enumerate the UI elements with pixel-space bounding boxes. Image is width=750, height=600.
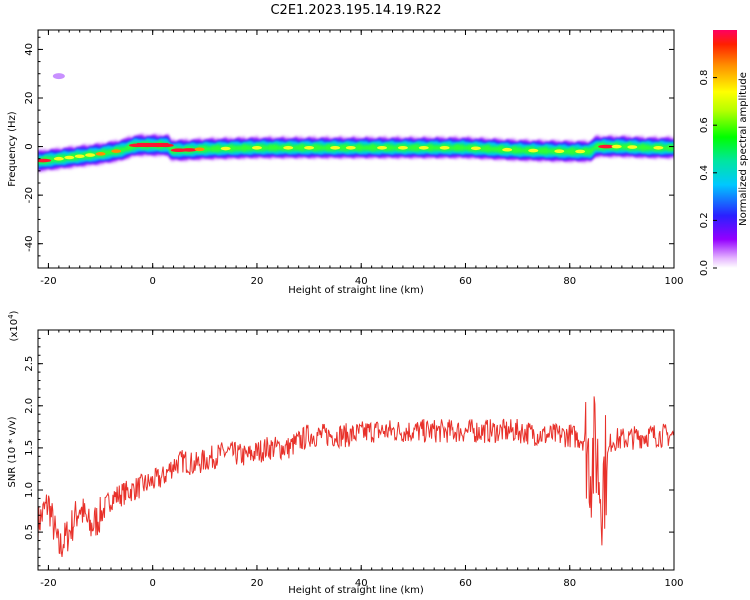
snr-ylabel: SNR (10 * v/v) — [7, 416, 18, 487]
ridge-hotspot — [251, 145, 262, 150]
ridge-band — [38, 139, 674, 166]
colorbar-tick-label: 0.2 — [699, 212, 710, 228]
spectrogram-y-ticks: -40 -20 0 20 40 — [24, 36, 674, 269]
spectrogram-xtick-label: 80 — [563, 276, 576, 287]
snr-xtick-label: 100 — [664, 578, 683, 589]
isolated-feature — [52, 73, 65, 80]
spectrogram-ylabel: Frequency (Hz) — [7, 111, 18, 187]
spectral-ridge — [38, 73, 674, 173]
spectrogram-panel: -20 0 20 40 60 80 100 -40 -20 0 20 40 Height of st… — [7, 29, 684, 296]
spectrogram-xtick-label: 40 — [355, 276, 368, 287]
snr-frame — [37, 329, 675, 571]
snr-ytick-label: 1.5 — [24, 440, 35, 456]
snr-y-ticks: 0.5 1.0 1.5 2.0 2.5 — [24, 337, 674, 567]
snr-x-ticks: -20 0 20 40 60 80 100 — [37, 330, 684, 589]
colorbar-tick-label: 0.0 — [699, 260, 710, 276]
colorbar: 0.0 0.2 0.4 0.6 0.8 Normalized spectral ampl… — [699, 30, 749, 276]
ridge-hotspot — [304, 145, 315, 150]
ridge-hotspot — [181, 148, 198, 152]
ridge-hotspot — [220, 146, 231, 151]
snr-xtick-label: 0 — [150, 578, 156, 589]
spectrogram-xtick-label: 0 — [150, 276, 156, 287]
ridge-hotspot — [111, 149, 122, 153]
snr-xtick-label: 40 — [355, 578, 368, 589]
colorbar-label: Normalized spectral amplitude — [738, 72, 749, 226]
colorbar-tick-label: 0.4 — [699, 165, 710, 181]
ridge-band — [38, 141, 674, 164]
ridge-hotspot — [397, 145, 408, 150]
snr-xlabel: Height of straight line (km) — [288, 585, 424, 596]
snr-xtick-label: 20 — [251, 578, 264, 589]
ridge-hotspot — [194, 147, 205, 152]
snr-xtick-label: -20 — [40, 578, 56, 589]
ridge-hotspot — [502, 147, 513, 152]
snr-ytick-label: 2.0 — [24, 398, 35, 414]
ridge-hotspot — [418, 145, 429, 150]
spectrogram-ytick-label: 40 — [24, 43, 35, 56]
ridge-hotspot — [627, 145, 638, 149]
snr-multiplier: (x104) — [7, 310, 20, 341]
ridge-hotspot — [554, 149, 565, 153]
snr-series-line — [38, 396, 674, 557]
colorbar-tick-label: 0.6 — [699, 117, 710, 133]
snr-ytick-label: 1.0 — [24, 482, 35, 498]
figure-title: C2E1.2023.195.14.19.R22 — [270, 3, 441, 18]
spectrogram-xtick-label: 60 — [459, 276, 472, 287]
ridge-hotspot — [330, 145, 341, 150]
ridge-hotspot — [439, 145, 450, 150]
ridge-hotspot — [653, 145, 664, 150]
colorbar-tick-label: 0.8 — [699, 70, 710, 86]
snr-xtick-label: 80 — [563, 578, 576, 589]
ridge-hotspot — [598, 144, 615, 149]
spectrogram-xtick-label: -20 — [40, 276, 56, 287]
colorbar-gradient — [713, 30, 737, 268]
spectrogram-xtick-label: 100 — [664, 276, 683, 287]
ridge-hotspot — [53, 156, 64, 161]
spectrogram-xlabel: Height of straight line (km) — [288, 285, 424, 296]
snr-ytick-label: 2.5 — [24, 356, 35, 372]
ridge-peak-segment — [137, 142, 169, 147]
spectrogram-frame — [37, 29, 675, 269]
ridge-hotspot — [377, 145, 388, 150]
ridge-hotspot — [38, 158, 52, 163]
ridge-hotspot — [95, 152, 106, 156]
ridge-hotspot — [528, 148, 539, 153]
ridge-hotspot — [575, 149, 586, 154]
snr-panel: -20 0 20 40 60 80 100 0.5 1.0 1.5 2.0 2.5 Height o… — [7, 310, 684, 596]
colorbar-ticks: 0.0 0.2 0.4 0.6 0.8 — [699, 70, 717, 276]
snr-xtick-label: 60 — [459, 578, 472, 589]
spectrogram-ytick-label: 0 — [24, 143, 35, 149]
ridge-hotspot — [611, 144, 622, 149]
spectrogram-ytick-label: -40 — [24, 236, 35, 252]
spectrogram-xtick-label: 20 — [251, 276, 264, 287]
snr-ytick-label: 0.5 — [24, 524, 35, 540]
ridge-hotspot — [74, 154, 85, 159]
spectrogram-x-ticks: -20 0 20 40 60 80 100 — [37, 30, 684, 287]
ridge-hotspot — [345, 145, 356, 150]
ridge-hotspot — [85, 153, 96, 157]
spectrogram-ytick-label: 20 — [24, 92, 35, 105]
ridge-hotspot — [64, 155, 75, 160]
spectrogram-ytick-label: -20 — [24, 187, 35, 203]
ridge-hotspot — [470, 146, 481, 151]
ridge-hotspot — [283, 145, 294, 150]
